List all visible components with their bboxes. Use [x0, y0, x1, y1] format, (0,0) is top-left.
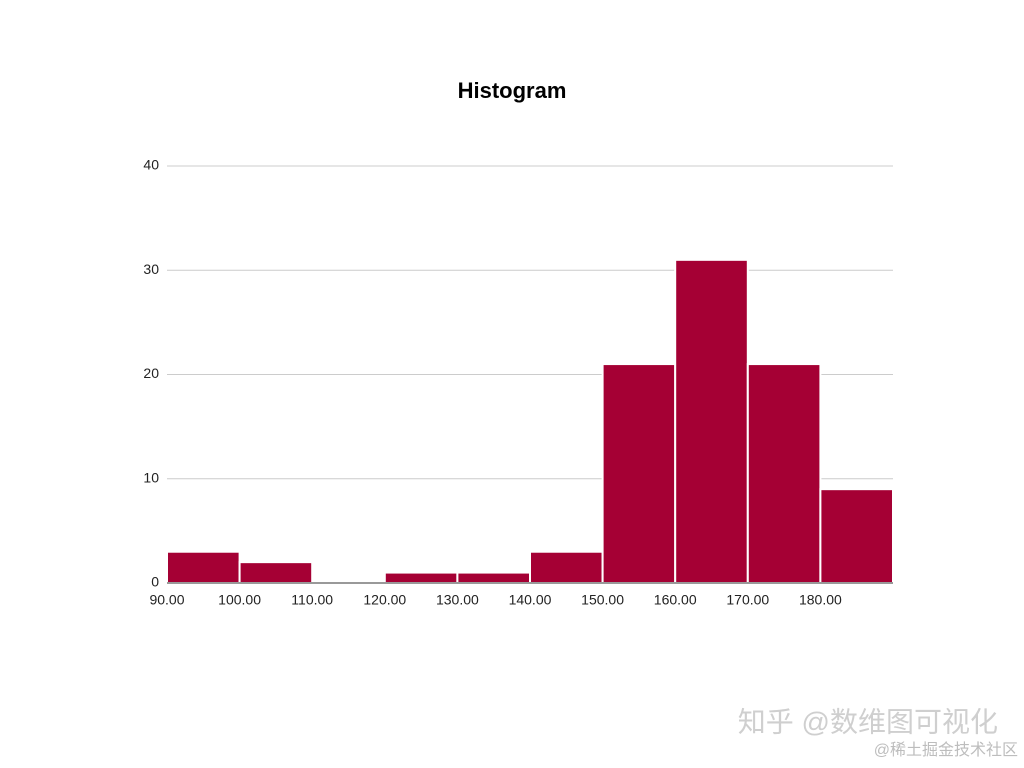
watermark: @稀土掘金技术社区	[874, 741, 1018, 759]
bar	[819, 488, 895, 584]
chart-title: Histogram	[458, 78, 567, 103]
x-tick-label: 100.00	[218, 592, 261, 608]
bar	[601, 363, 677, 585]
y-tick-label: 0	[151, 574, 159, 590]
x-tick-label: 160.00	[654, 592, 697, 608]
bar	[383, 571, 459, 585]
bar	[529, 550, 604, 584]
x-tick-label: 90.00	[149, 592, 184, 608]
x-tick-label: 170.00	[726, 592, 769, 608]
bar	[674, 258, 749, 584]
x-tick-label: 140.00	[509, 592, 552, 608]
x-tick-label: 150.00	[581, 592, 624, 608]
y-tick-label: 20	[143, 365, 159, 381]
watermark: 知乎 @数维图可视化	[738, 706, 998, 737]
bar	[456, 571, 531, 585]
x-tick-label: 110.00	[291, 592, 333, 608]
y-tick-label: 40	[143, 157, 159, 173]
x-tick-label: 120.00	[363, 592, 406, 608]
x-tick-label: 180.00	[799, 592, 842, 608]
bar	[238, 561, 314, 585]
x-tick-label: 130.00	[436, 592, 479, 608]
bar	[746, 363, 822, 585]
y-tick-label: 30	[143, 261, 159, 277]
y-tick-label: 10	[143, 469, 159, 485]
bar	[166, 550, 241, 584]
